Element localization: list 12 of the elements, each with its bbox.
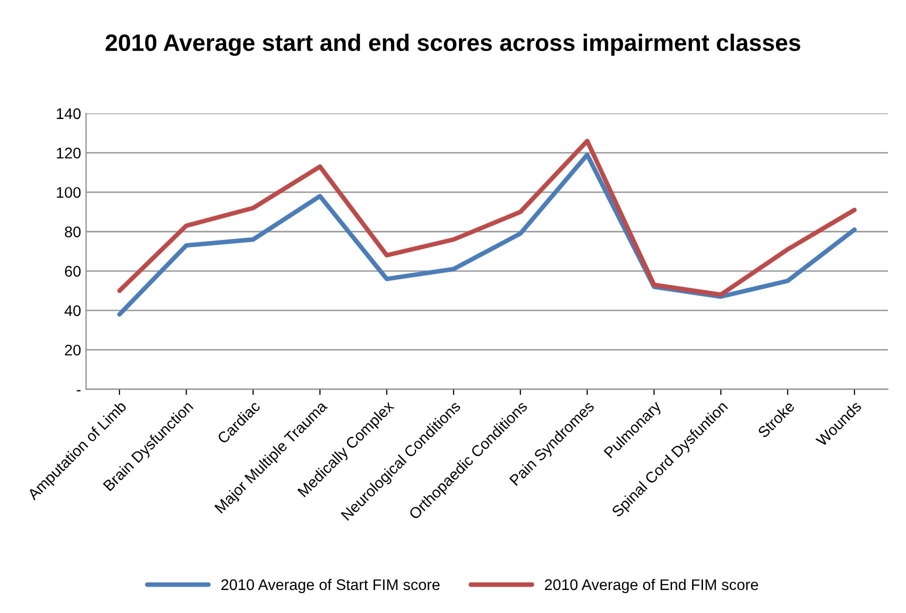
line-series (117, 138, 857, 297)
chart-title: 2010 Average start and end scores across impairment classes (106, 34, 800, 56)
y-tick-label: 20 (64, 344, 81, 356)
legend-label: 2010 Average of End FIM score (544, 578, 758, 594)
y-tick-label: 140 (56, 108, 81, 120)
y-tick-label: 40 (64, 305, 81, 316)
y-tick-label: 100 (56, 187, 81, 198)
y-tick-label: - (76, 390, 81, 392)
y-tick-label: 60 (64, 266, 81, 277)
y-tick-label: 120 (56, 148, 81, 158)
y-tick-label: 80 (64, 226, 81, 238)
legend-label: 2010 Average of Start FIM score (221, 578, 440, 594)
